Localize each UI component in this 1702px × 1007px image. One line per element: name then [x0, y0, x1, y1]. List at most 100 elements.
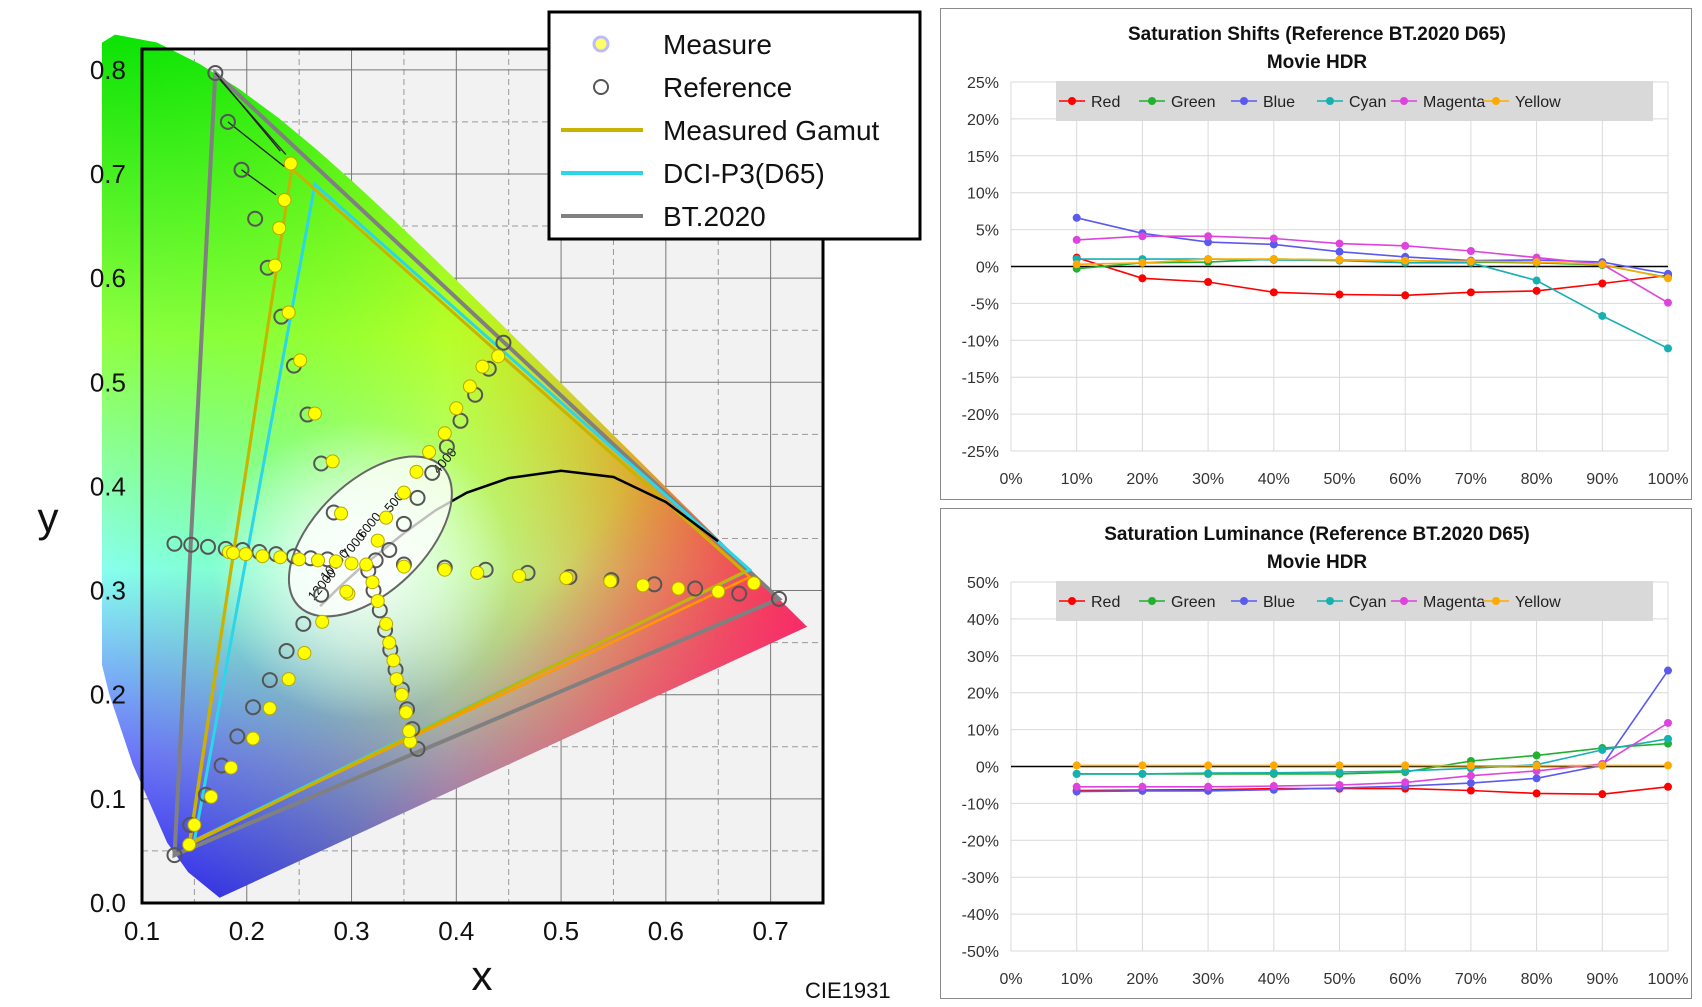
- data-point: [1466, 786, 1475, 795]
- legend-label: Green: [1171, 594, 1215, 611]
- chart-title: Saturation Shifts (Reference BT.2020 D65…: [1128, 24, 1506, 45]
- data-point: [1269, 255, 1278, 264]
- data-point: [1335, 780, 1344, 789]
- data-point: [1598, 279, 1607, 288]
- data-point: [1204, 255, 1213, 264]
- reference-point: [495, 334, 512, 351]
- plot-frame: [140, 47, 825, 905]
- legend-label: Magenta: [1423, 594, 1485, 611]
- legend-marker: [1068, 97, 1076, 105]
- legend-reference-marker: [593, 79, 609, 95]
- measure-point: [293, 353, 308, 368]
- measure-point: [396, 485, 411, 500]
- legend-marker: [1400, 97, 1408, 105]
- series-blue: [1072, 213, 1672, 278]
- cie-chromaticity-chart: 400050006000700010000120000.10.20.30.40.…: [38, 10, 922, 1003]
- legend-label: Blue: [1263, 94, 1295, 111]
- y-tick-label: 10%: [967, 723, 999, 740]
- saturation-shifts-chart: Saturation Shifts (Reference BT.2020 D65…: [962, 24, 1689, 488]
- legend-marker: [1068, 597, 1076, 605]
- x-tick-label: 100%: [1648, 471, 1689, 488]
- saturation-luminance-panel: Saturation Luminance (Reference BT.2020 …: [940, 508, 1692, 999]
- measure-point: [224, 760, 239, 775]
- reference-point: [278, 642, 295, 659]
- chart-title: Saturation Luminance (Reference BT.2020 …: [1104, 524, 1530, 545]
- legend-label: Reference: [663, 72, 792, 103]
- data-point: [1204, 769, 1213, 778]
- shift-arrow: [214, 72, 281, 152]
- x-tick-label: 0.5: [543, 916, 579, 946]
- data-point: [1664, 718, 1672, 727]
- data-point: [1401, 778, 1410, 787]
- measure-point: [311, 553, 326, 568]
- series-cyan: [1072, 734, 1672, 778]
- measure-point: [277, 193, 292, 208]
- legend-label: Red: [1091, 94, 1120, 111]
- y-tick-label: 10%: [967, 186, 999, 203]
- data-point: [1532, 276, 1541, 285]
- x-tick-label: 0.2: [229, 916, 265, 946]
- measure-point: [246, 731, 261, 746]
- data-point: [1138, 258, 1147, 267]
- series-line: [1076, 722, 1669, 788]
- data-point: [1532, 789, 1541, 798]
- measure-point: [475, 359, 490, 374]
- data-point: [1335, 255, 1344, 264]
- measure-point: [262, 701, 277, 716]
- data-point: [1335, 768, 1344, 777]
- x-tick-label: 70%: [1455, 971, 1487, 988]
- legend-marker: [1326, 97, 1334, 105]
- measure-point: [449, 401, 464, 416]
- chart-subtitle: Movie HDR: [1267, 52, 1368, 73]
- data-point: [1401, 291, 1410, 300]
- legend-label: Yellow: [1515, 94, 1561, 111]
- series-yellow: [1072, 761, 1672, 770]
- data-point: [1138, 274, 1147, 283]
- legend-marker: [1326, 597, 1334, 605]
- x-tick-label: 30%: [1192, 971, 1224, 988]
- measure-point: [283, 156, 298, 171]
- data-point: [1269, 234, 1278, 243]
- y-tick-label: 0.0: [90, 888, 126, 918]
- cie-footer-label: CIE1931: [805, 978, 891, 1003]
- measure-point: [187, 817, 202, 832]
- measure-point: [226, 546, 241, 561]
- legend-box: [547, 10, 922, 241]
- series-yellow: [1072, 255, 1672, 283]
- y-tick-label: 0.7: [90, 159, 126, 189]
- y-tick-label: 0.5: [90, 367, 126, 397]
- y-tick-label: 0.2: [90, 680, 126, 710]
- x-tick-label: 70%: [1455, 471, 1487, 488]
- y-tick-label: 0.3: [90, 576, 126, 606]
- measure-point: [281, 305, 296, 320]
- measure-point: [382, 635, 397, 650]
- measure-point: [370, 533, 385, 548]
- measured-gamut-triangle: [187, 165, 748, 848]
- measure-point: [334, 506, 349, 521]
- data-point: [1664, 274, 1672, 283]
- legend-label: Yellow: [1515, 594, 1561, 611]
- reference-point: [200, 538, 217, 555]
- data-point: [1598, 745, 1607, 754]
- legend-marker: [1240, 97, 1248, 105]
- measure-point: [292, 552, 307, 567]
- measure-point: [437, 562, 452, 577]
- series-line: [1076, 738, 1669, 775]
- measure-point: [635, 578, 650, 593]
- x-axis-label: x: [472, 952, 493, 999]
- measure-point: [402, 724, 417, 739]
- x-tick-label: 40%: [1258, 971, 1290, 988]
- measure-point: [379, 510, 394, 525]
- x-tick-label: 10%: [1061, 971, 1093, 988]
- measure-point: [272, 221, 287, 236]
- series-line: [1076, 235, 1669, 304]
- data-point: [1138, 761, 1147, 770]
- measure-point: [746, 576, 761, 591]
- cie-legend: Measure Reference Measured Gamut DCI-P3(D65…: [547, 10, 922, 241]
- legend-marker: [1148, 597, 1156, 605]
- data-point: [1664, 734, 1672, 743]
- data-point: [1269, 240, 1278, 249]
- reference-point: [409, 489, 426, 506]
- series-line: [1076, 258, 1669, 280]
- measure-point: [297, 646, 312, 661]
